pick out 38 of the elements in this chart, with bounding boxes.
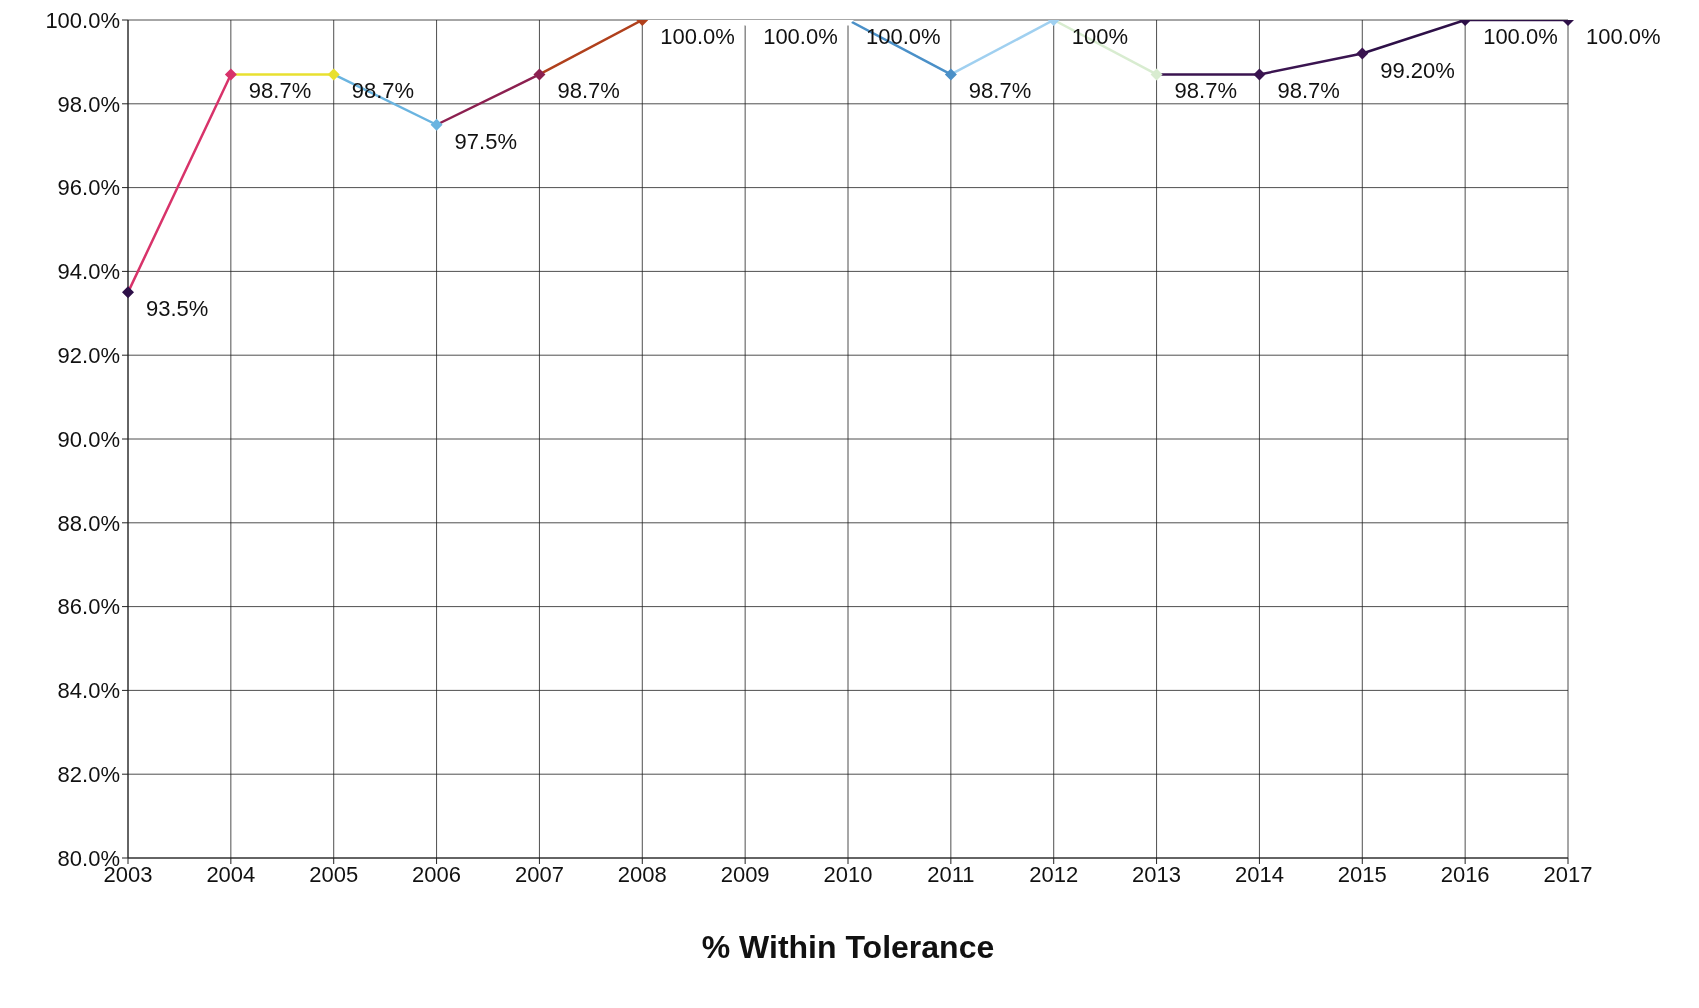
- x-tick-label: 2008: [617, 861, 667, 887]
- x-tick-label: 2006: [412, 861, 462, 887]
- y-tick-label: 96.0%: [57, 175, 120, 201]
- x-tick-label: 2009: [720, 861, 770, 887]
- x-tick-label: 2015: [1337, 861, 1387, 887]
- x-tick-label: 2007: [514, 861, 564, 887]
- y-tick-label: 98.0%: [57, 91, 120, 117]
- data-label: 99.20%: [1380, 57, 1455, 83]
- data-label: 100.0%: [660, 24, 735, 49]
- data-label: 98.7%: [248, 78, 312, 104]
- y-tick-label: 90.0%: [57, 426, 120, 452]
- data-label: 100.0%: [1586, 24, 1661, 49]
- y-tick-label: 100.0%: [45, 7, 120, 33]
- x-tick-label: 2010: [823, 861, 873, 887]
- data-label: 100.0%: [1483, 24, 1558, 49]
- y-tick-label: 84.0%: [57, 678, 120, 704]
- x-tick-label: 2014: [1234, 861, 1284, 887]
- data-label: 98.7%: [557, 78, 620, 104]
- data-label: 100%: [1071, 24, 1128, 49]
- x-tick-label: 2017: [1543, 861, 1593, 887]
- data-label: 93.5%: [146, 296, 209, 322]
- data-label: 97.5%: [454, 128, 517, 154]
- x-tick-label: 2005: [309, 861, 359, 887]
- x-tick-label: 2016: [1440, 861, 1490, 887]
- data-label: 98.7%: [1174, 78, 1237, 104]
- x-tick-label: 2011: [927, 861, 975, 887]
- y-tick-label: 92.0%: [57, 343, 120, 369]
- y-tick-label: 94.0%: [57, 259, 120, 285]
- data-label: 100.0%: [763, 24, 838, 49]
- data-label: 98.7%: [1277, 78, 1340, 104]
- x-tick-label: 2013: [1132, 861, 1182, 887]
- y-tick-label: 82.0%: [57, 762, 120, 788]
- x-tick-label: 2004: [206, 861, 256, 887]
- x-axis-title: % Within Tolerance: [701, 929, 995, 965]
- data-label: 98.7%: [968, 78, 1032, 104]
- x-tick-label: 2012: [1029, 861, 1079, 887]
- y-tick-label: 86.0%: [57, 594, 120, 620]
- y-tick-label: 88.0%: [57, 510, 120, 536]
